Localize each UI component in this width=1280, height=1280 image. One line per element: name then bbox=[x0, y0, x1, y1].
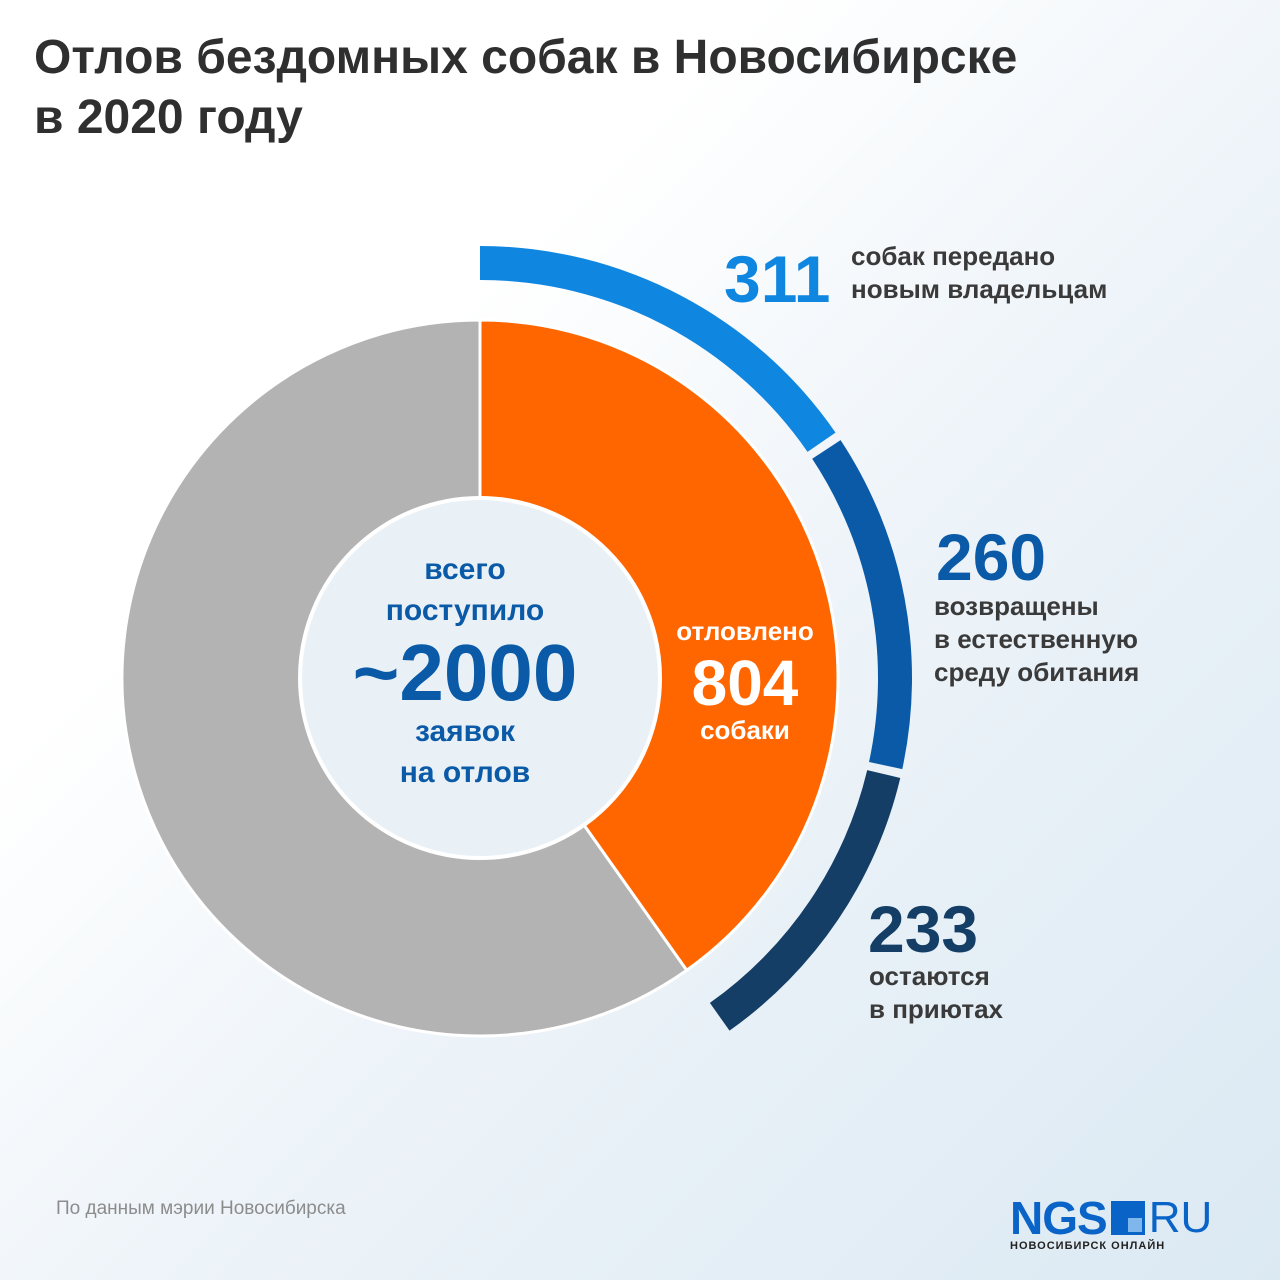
caught-label-line-1: отловлено bbox=[676, 616, 814, 646]
owners-label-line-2: новым владельцам bbox=[851, 274, 1108, 304]
owners-arc bbox=[480, 246, 836, 452]
returned-label-line-1: возвращены bbox=[934, 591, 1099, 621]
returned-number: 260 bbox=[936, 520, 1047, 594]
logo-subtitle: НОВОСИБИРСК ОНЛАЙН bbox=[1010, 1240, 1166, 1252]
center-line-4: на отлов bbox=[400, 756, 530, 789]
center-line-2: поступило bbox=[386, 594, 544, 627]
page-title: Отлов бездомных собак в Новосибирске в 2… bbox=[34, 28, 1017, 148]
owners-label: собак передано новым владельцам bbox=[851, 240, 1107, 306]
owners-number: 311 bbox=[724, 242, 831, 316]
shelters-label-line-2: в приютах bbox=[869, 994, 1003, 1024]
caught-label-line-2: собаки bbox=[700, 715, 790, 745]
returned-label-line-3: среду обитания bbox=[934, 657, 1140, 687]
logo-square-icon bbox=[1110, 1201, 1145, 1235]
returned-label-line-2: в естественную bbox=[934, 624, 1139, 654]
shelters-label: остаются в приютах bbox=[869, 960, 1003, 1026]
owners-label-line-1: собак передано bbox=[851, 241, 1056, 271]
shelters-number: 233 bbox=[868, 892, 979, 966]
center-line-1: всего bbox=[424, 553, 506, 586]
shelters-arc bbox=[709, 770, 901, 1031]
title-line-2: в 2020 году bbox=[34, 91, 303, 144]
center-line-3: заявок bbox=[415, 715, 516, 748]
logo-ru-text: RU bbox=[1148, 1193, 1213, 1242]
shelters-label-line-1: остаются bbox=[869, 961, 990, 991]
returned-label: возвращены в естественную среду обитания bbox=[934, 590, 1139, 689]
logo-ngs-text: NGS bbox=[1010, 1192, 1108, 1244]
title-line-1: Отлов бездомных собак в Новосибирске bbox=[34, 31, 1018, 84]
caught-number: 804 bbox=[692, 647, 799, 719]
donut-hole bbox=[298, 496, 662, 860]
center-number: ~2000 bbox=[353, 628, 578, 717]
ngs-logo: NGS RU НОВОСИБИРСК ОНЛАЙН bbox=[1010, 1192, 1213, 1252]
returned-arc bbox=[812, 440, 912, 770]
source-note: По данным мэрии Новосибирска bbox=[56, 1198, 346, 1219]
